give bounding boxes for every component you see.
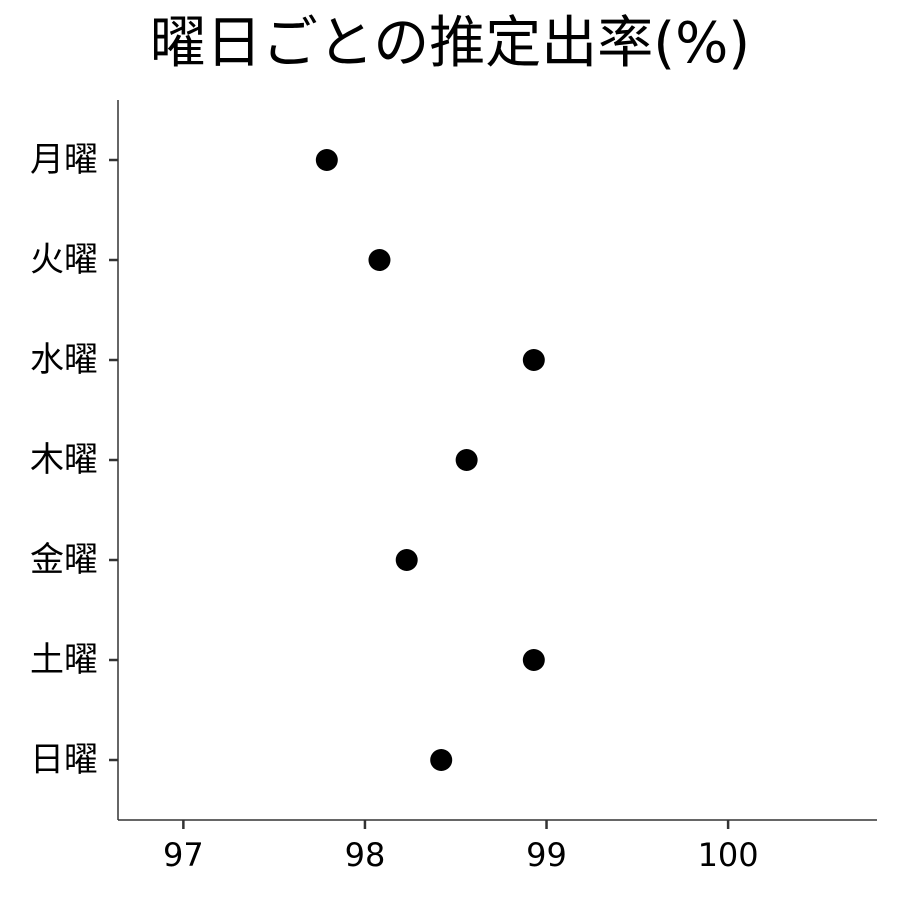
x-tick-label: 100: [698, 836, 759, 874]
y-tick-label: 日曜: [30, 740, 98, 780]
chart-title: 曜日ごとの推定出率(%): [149, 11, 751, 76]
y-tick-label: 土曜: [30, 640, 98, 680]
data-point: [395, 549, 418, 571]
y-tick-label: 木曜: [30, 440, 98, 480]
x-tick-label: 97: [163, 836, 204, 874]
data-points: [315, 149, 545, 771]
y-tick-label: 水曜: [30, 340, 98, 380]
x-axis-ticks: 97 98 99 100: [163, 820, 759, 874]
data-point: [368, 249, 391, 271]
y-tick-label: 金曜: [30, 540, 98, 580]
y-tick-label: 火曜: [30, 240, 98, 280]
y-tick-label: 月曜: [30, 140, 98, 180]
x-tick-label: 99: [526, 836, 567, 874]
data-point: [522, 649, 545, 671]
data-point: [522, 349, 545, 371]
data-point: [315, 149, 338, 171]
data-point: [455, 449, 478, 471]
data-point: [430, 749, 453, 771]
x-tick-label: 98: [345, 836, 386, 874]
